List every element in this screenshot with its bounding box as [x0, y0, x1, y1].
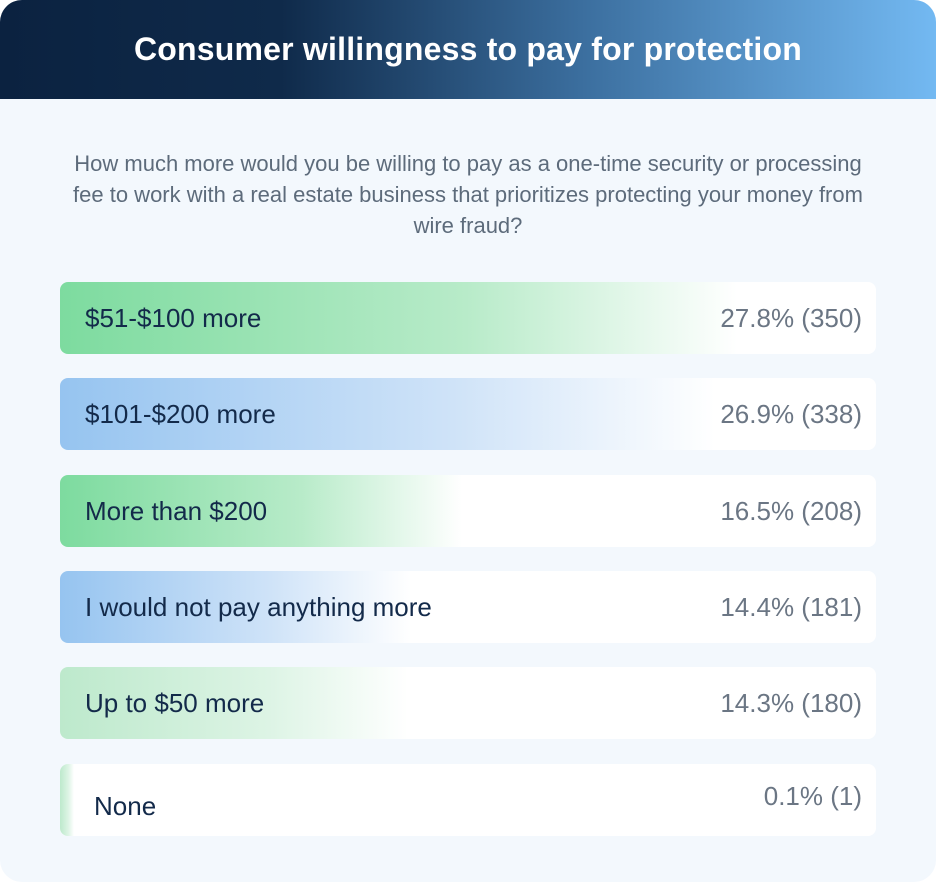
bar-label: I would not pay anything more: [85, 591, 432, 622]
bar-value-label: 27.8% (350): [720, 303, 862, 333]
bar-fill: [60, 282, 738, 354]
bar-label: More than $200: [85, 495, 268, 526]
bar-value-label: 26.9% (338): [720, 399, 862, 430]
bar-fill: [60, 570, 411, 643]
survey-question: How much more would you be willing to pa…: [73, 151, 863, 238]
chart-title: Consumer willingness to pay for protecti…: [133, 31, 803, 67]
chart-header: Consumer willingness to pay for protecti…: [0, 0, 936, 99]
bar-value-label: 16.5% (208): [720, 495, 862, 526]
bar-value-label: 14.4% (181): [720, 591, 862, 622]
bar-fill: [60, 763, 74, 836]
bar-row: More than $200 16.5% (208): [60, 474, 876, 547]
bar-label: Up to $50 more: [85, 688, 265, 719]
bar-row: I would not pay anything more 14.4% (181): [60, 570, 876, 643]
bar-fill: [60, 378, 716, 451]
bar-value-label: 14.3% (180): [720, 688, 862, 719]
bar-row: $51-$100 more 27.8% (350): [60, 282, 876, 354]
bar-label: $101-$200 more: [85, 399, 276, 430]
bar-value-label: 0.1% (1): [763, 780, 862, 811]
bar-fill: [60, 667, 409, 740]
bar-row: $101-$200 more 26.9% (338): [60, 378, 876, 451]
bar-row: Up to $50 more 14.3% (180): [60, 667, 876, 740]
bar-label: None: [94, 790, 157, 821]
bar-row: None 0.1% (1): [60, 763, 876, 836]
bar-label: $51-$100 more: [85, 303, 262, 333]
bar-fill: [60, 474, 462, 547]
